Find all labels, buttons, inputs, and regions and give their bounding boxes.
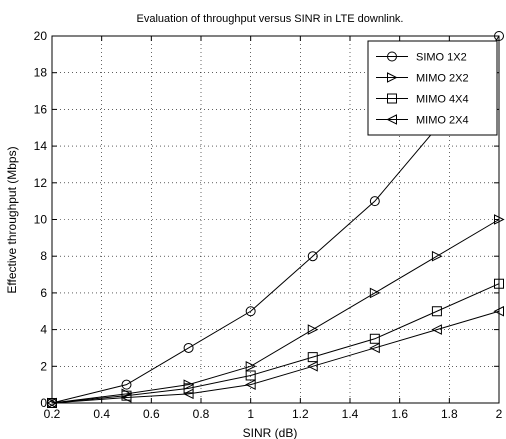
y-tick-label: 6 [40, 286, 47, 300]
legend-item-mimo-2x4: MIMO 2X4 [376, 114, 469, 127]
legend-label-mimo-2x2: MIMO 2X2 [416, 73, 469, 85]
legend-item-mimo-4x4: MIMO 4X4 [376, 93, 469, 106]
data-point-mimo-2x4 [46, 397, 57, 409]
y-tick-label: 14 [34, 139, 48, 153]
series-line-mimo-2x4 [51, 310, 500, 404]
legend-marker-mimo-4x4 [387, 93, 397, 104]
x-tick-label: 1.4 [342, 407, 359, 421]
data-point-simo-1x2 [183, 342, 194, 353]
x-tick-label: 1 [247, 407, 254, 421]
axis-ticks: 0.2 0.4 0.6 0.8 1 1.2 1.4 1.6 1.8 202468101214161… [34, 29, 503, 421]
legend-marker-mimo-2x4 [386, 114, 397, 125]
y-axis-label: Effective throughput (Mbps) [5, 146, 19, 293]
legend-marker-simo-1x2 [387, 51, 397, 62]
data-point-mimo-2x4 [245, 379, 256, 390]
y-tick-label: 12 [34, 176, 48, 190]
series-line-mimo-2x2 [51, 219, 500, 404]
series-line-mimo-4x4 [51, 283, 500, 404]
data-point-simo-1x2 [494, 31, 504, 41]
legend-item-mimo-2x2: MIMO 2X2 [376, 72, 469, 85]
series-mimo-2x2 [47, 214, 505, 409]
data-point-mimo-2x4 [493, 305, 504, 317]
data-point-mimo-2x4 [120, 392, 132, 403]
legend-label-simo-1x2: SIMO 1X2 [416, 52, 467, 64]
data-point-simo-1x2 [121, 379, 132, 390]
data-point-simo-1x2 [307, 251, 318, 262]
data-point-mimo-4x4 [183, 383, 194, 394]
legend-item-simo-1x2: SIMO 1X2 [376, 51, 467, 64]
y-tick-label: 2 [40, 359, 47, 373]
x-tick-label: 0.6 [143, 407, 160, 421]
y-tick-label: 10 [34, 213, 48, 227]
data-point-mimo-2x2 [494, 214, 505, 225]
series-simo-1x2 [47, 31, 504, 408]
y-tick-label: 0 [40, 396, 47, 410]
data-point-mimo-2x2 [431, 250, 443, 262]
x-tick-label: 2 [496, 407, 503, 421]
x-tick-label: 0.2 [44, 407, 61, 421]
y-tick-label: 8 [40, 249, 47, 263]
x-tick-label: 0.4 [93, 407, 110, 421]
x-axis-label: SINR (dB) [243, 426, 298, 439]
data-point-mimo-4x4 [245, 370, 256, 381]
chart-title: Evaluation of throughput versus SINR in … [137, 13, 404, 25]
data-point-mimo-2x4 [431, 324, 442, 335]
data-point-mimo-2x4 [182, 388, 194, 400]
legend-label-mimo-4x4: MIMO 4X4 [416, 94, 469, 106]
series-line-simo-1x2 [51, 35, 500, 404]
series-mimo-4x4 [47, 278, 504, 408]
data-point-simo-1x2 [245, 306, 256, 317]
legend-marker-mimo-2x2 [387, 72, 398, 83]
data-point-mimo-4x4 [494, 278, 504, 289]
legend: SIMO 1X2 MIMO 2X2 MIMO 4X4 MIMO 2X4 [367, 40, 498, 136]
data-point-mimo-4x4 [369, 333, 380, 344]
data-point-mimo-4x4 [307, 352, 318, 363]
series-mimo-2x4 [46, 305, 504, 409]
data-point-mimo-2x2 [369, 287, 381, 299]
y-tick-label: 16 [34, 102, 48, 116]
x-tick-label: 0.8 [193, 407, 210, 421]
data-point-mimo-2x2 [307, 324, 319, 335]
y-tick-label: 20 [34, 29, 48, 43]
y-tick-label: 18 [34, 66, 48, 80]
y-tick-label: 4 [40, 323, 47, 337]
x-tick-label: 1.8 [441, 407, 458, 421]
data-point-mimo-2x4 [307, 360, 318, 372]
data-point-mimo-2x2 [245, 360, 257, 372]
data-point-simo-1x2 [369, 196, 380, 207]
legend-label-mimo-2x4: MIMO 2X4 [416, 115, 469, 127]
data-point-mimo-2x4 [369, 342, 380, 354]
x-tick-label: 1.6 [391, 407, 408, 421]
data-point-mimo-4x4 [431, 306, 442, 317]
series-group [46, 31, 505, 409]
x-tick-label: 1.2 [292, 407, 309, 421]
